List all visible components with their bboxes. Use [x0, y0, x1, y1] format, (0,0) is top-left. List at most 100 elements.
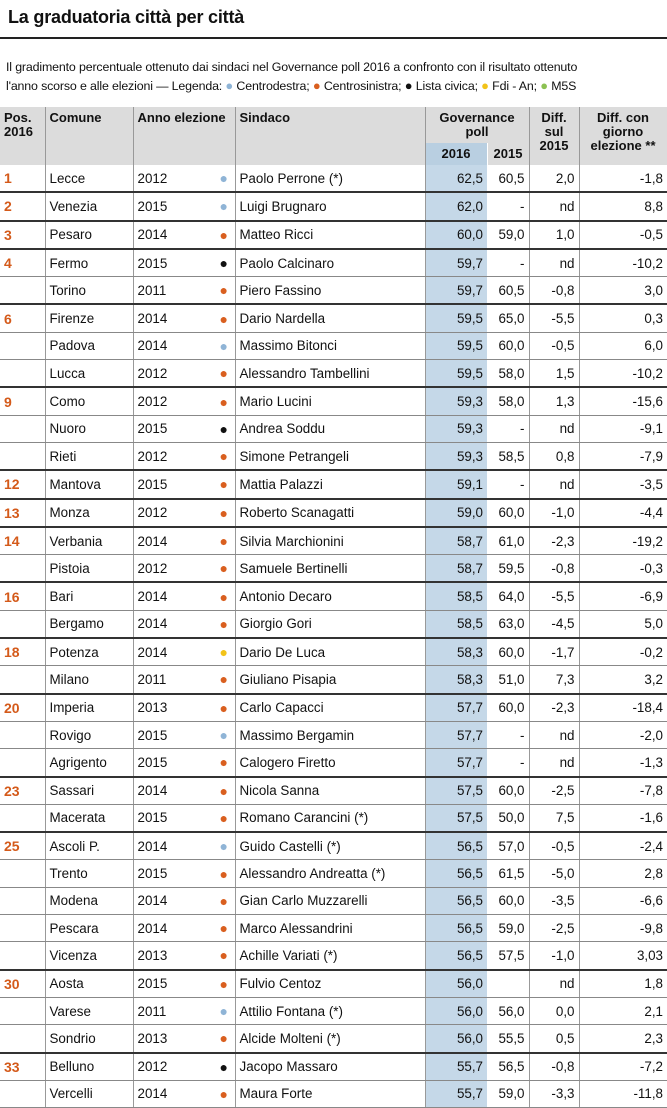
diff-2015-cell: 1,5: [529, 359, 580, 388]
table-row: Vicenza 2013 ● Achille Variati (*) 56,5 57,5-…: [0, 941, 667, 971]
diff-2015-cell: -0,5: [529, 332, 580, 361]
poll-2015-cell: -: [487, 721, 530, 750]
anno-cell: 2015: [133, 968, 213, 998]
party-dot-icon: ●: [213, 748, 236, 778]
sindaco-cell: Mario Lucini: [235, 386, 426, 416]
rank-cell: 4: [0, 247, 46, 278]
rank-cell: [0, 887, 46, 916]
party-dot-icon: ●: [213, 554, 236, 583]
poll-2016-cell: 59,0: [425, 497, 487, 528]
title-bar: La graduatoria città per città: [0, 0, 667, 39]
rank-cell: [0, 941, 46, 971]
sindaco-cell: Piero Fassino: [235, 276, 426, 305]
diff-elezione-cell: -0,3: [579, 554, 667, 583]
diff-elezione-cell: -2,4: [579, 831, 667, 861]
comune-cell: Vicenza: [45, 941, 134, 971]
diff-elezione-cell: -10,2: [579, 247, 667, 278]
anno-cell: 2013: [133, 1024, 213, 1053]
anno-cell: 2014: [133, 637, 213, 667]
comune-cell: Fermo: [45, 247, 134, 278]
poll-2015-cell: 63,0: [487, 610, 530, 639]
party-dot-icon: ●: [213, 359, 236, 388]
rank-cell: 16: [0, 581, 46, 611]
sindaco-cell: Paolo Perrone (*): [235, 165, 426, 193]
comune-cell: Bari: [45, 581, 134, 611]
poll-2016-cell: 56,0: [425, 1024, 487, 1053]
header-sindaco: Sindaco: [235, 107, 426, 165]
diff-2015-cell: -1,7: [529, 637, 580, 667]
table-row: 18 Potenza 2014 ● Dario De Luca 58,3 60,0 -1,7-…: [0, 637, 667, 667]
subtitle-line-1: Il gradimento percentuale ottenuto dai s…: [6, 60, 578, 74]
comune-cell: Firenze: [45, 303, 134, 333]
comune-cell: Ascoli P.: [45, 831, 134, 861]
comune-cell: Rovigo: [45, 721, 134, 750]
diff-2015-cell: -5,5: [529, 581, 580, 611]
header-pos: Pos. 2016: [0, 107, 46, 165]
party-dot-icon: ●: [213, 247, 236, 278]
poll-2016-cell: 56,0: [425, 968, 487, 998]
diff-2015-cell: -2,5: [529, 775, 580, 805]
comune-cell: Como: [45, 386, 134, 416]
comune-cell: Trento: [45, 859, 134, 888]
diff-elezione-cell: -15,6: [579, 386, 667, 416]
poll-2016-cell: 56,5: [425, 859, 487, 888]
poll-2015-cell: 65,0: [487, 303, 530, 333]
rank-cell: [0, 859, 46, 888]
anno-cell: 2011: [133, 665, 213, 695]
rank-cell: [0, 1080, 46, 1108]
comune-cell: Pistoia: [45, 554, 134, 583]
poll-2016-cell: 56,5: [425, 831, 487, 861]
legend-label: Centrodestra;: [236, 78, 310, 93]
diff-2015-cell: -0,8: [529, 554, 580, 583]
poll-2015-cell: 60,0: [487, 497, 530, 528]
comune-cell: Bergamo: [45, 610, 134, 639]
diff-elezione-cell: 0,3: [579, 303, 667, 333]
anno-cell: 2014: [133, 332, 213, 361]
diff-2015-cell: -2,5: [529, 914, 580, 943]
anno-cell: 2012: [133, 442, 213, 471]
poll-2015-cell: 60,0: [487, 637, 530, 667]
rank-cell: [0, 721, 46, 750]
sindaco-cell: Nicola Sanna: [235, 775, 426, 805]
sindaco-cell: Alessandro Tambellini: [235, 359, 426, 388]
diff-elezione-cell: -10,2: [579, 359, 667, 388]
anno-cell: 2014: [133, 831, 213, 861]
poll-2016-cell: 59,5: [425, 303, 487, 333]
table-row: Rieti 2012 ● Simone Petrangeli 59,3 58,5 0,8 -7…: [0, 442, 667, 471]
table-row: Trento 2015 ● Alessandro Andreatta (*) 56,5 6…: [0, 859, 667, 888]
anno-cell: 2015: [133, 469, 213, 500]
rank-cell: 6: [0, 303, 46, 333]
anno-cell: 2012: [133, 386, 213, 416]
legend-label: Fdi - An;: [492, 78, 537, 93]
poll-2016-cell: 57,7: [425, 748, 487, 778]
poll-2016-cell: 62,5: [425, 165, 487, 193]
sindaco-cell: Gian Carlo Muzzarelli: [235, 887, 426, 916]
diff-2015-cell: 2,0: [529, 165, 580, 193]
poll-2015-cell: 59,0: [487, 1080, 530, 1108]
diff-elezione-cell: 1,8: [579, 968, 667, 998]
rank-cell: [0, 665, 46, 695]
poll-2016-cell: 59,3: [425, 415, 487, 443]
rank-cell: [0, 442, 46, 471]
party-dot-icon: ●: [213, 581, 236, 611]
table-row: Agrigento 2015 ● Calogero Firetto 57,7- nd -1,…: [0, 748, 667, 778]
rank-cell: [0, 1024, 46, 1053]
table-row: 30 Aosta 2015 ● Fulvio Centoz 56,0 nd 1,8: [0, 968, 667, 998]
party-dot-icon: ●: [213, 804, 236, 833]
sindaco-cell: Antonio Decaro: [235, 581, 426, 611]
poll-2016-cell: 58,5: [425, 610, 487, 639]
diff-elezione-cell: 3,0: [579, 276, 667, 305]
sindaco-cell: Guido Castelli (*): [235, 831, 426, 861]
poll-2016-cell: 57,7: [425, 692, 487, 722]
diff-elezione-cell: -6,6: [579, 887, 667, 916]
poll-2016-cell: 56,5: [425, 914, 487, 943]
sindaco-cell: Romano Carancini (*): [235, 804, 426, 833]
sindaco-cell: Alcide Molteni (*): [235, 1024, 426, 1053]
party-dot-icon: ●: [213, 692, 236, 722]
poll-2015-cell: 57,5: [487, 941, 530, 971]
anno-cell: 2015: [133, 247, 213, 278]
sindaco-cell: Dario De Luca: [235, 637, 426, 667]
comune-cell: Potenza: [45, 637, 134, 667]
diff-2015-cell: nd: [529, 721, 580, 750]
poll-2016-cell: 59,3: [425, 442, 487, 471]
